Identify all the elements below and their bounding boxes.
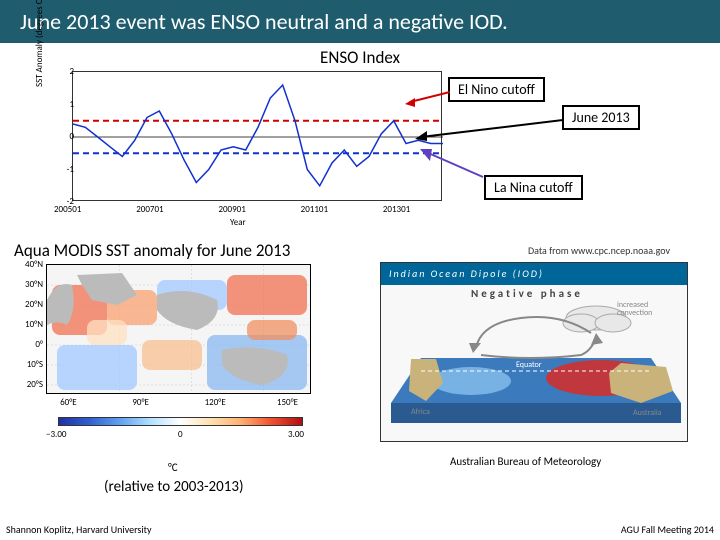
iod-conv-label: increased convection (617, 301, 652, 317)
map-lat-tick: 30°N (15, 279, 43, 290)
cb-unit: °C (168, 461, 178, 474)
relative-range: (relative to 2003-2013) (104, 478, 244, 496)
enso-ytick: 1 (54, 99, 74, 110)
enso-ylabel: SST Anomaly (degrees C) (34, 0, 45, 87)
enso-xtick: 200701 (136, 204, 163, 215)
elnino-label-box: El Nino cutoff (448, 77, 545, 102)
map-lon-tick: 60°E (60, 397, 77, 408)
june2013-label-box: June 2013 (562, 105, 640, 130)
lanina-arrow (418, 147, 488, 182)
modis-title: Aqua MODIS SST anomaly for June 2013 (14, 240, 290, 261)
map-lon-tick: 90°E (132, 397, 149, 408)
june2013-arrow (415, 117, 563, 142)
map-lat-tick: 10°N (15, 319, 43, 330)
lanina-label-box: La Nina cutoff (484, 175, 583, 200)
enso-xtick: 201301 (383, 204, 410, 215)
slide-title: June 2013 event was ENSO neutral and a n… (0, 0, 720, 43)
footer-author: Shannon Koplitz, Harvard University (6, 523, 152, 536)
map-lat-tick: 0° (15, 339, 43, 350)
iod-eq-label: Equator (516, 360, 542, 370)
sst-map-panel: 40°N30°N20°N10°N0°10°S20°S 60°E90°E120°E… (18, 264, 318, 429)
cb-max: 3.00 (288, 429, 304, 440)
enso-xtick: 200901 (218, 204, 245, 215)
enso-ytick: 2 (54, 66, 74, 77)
map-lon-tick: 150°E (277, 397, 298, 408)
map-lat-tick: 20°S (15, 379, 43, 390)
elnino-arrow (405, 87, 450, 107)
enso-xtick: 200501 (54, 204, 81, 215)
enso-ytick: -1 (54, 164, 74, 175)
iod-diagram: Indian Ocean Dipole (IOD) Negative phase (380, 262, 688, 442)
data-credit: Data from www.cpc.ncep.noaa.gov (528, 244, 670, 257)
iod-panel: Indian Ocean Dipole (IOD) Negative phase (380, 262, 690, 462)
enso-section: ENSO Index SST Anomaly (degrees C) -2-10… (0, 47, 720, 232)
sst-map (46, 264, 311, 394)
iod-credit: Australian Bureau of Meteorology (450, 455, 601, 468)
enso-chart (72, 71, 442, 201)
enso-xtick: 201101 (301, 204, 328, 215)
sst-colorbar (58, 417, 303, 426)
map-lat-tick: 20°N (15, 299, 43, 310)
cb-min: −3.00 (46, 429, 66, 440)
iod-africa-label: Africa (411, 407, 430, 417)
map-lat-tick: 10°S (15, 359, 43, 370)
cb-mid: 0 (178, 429, 183, 440)
enso-chart-title: ENSO Index (0, 47, 720, 68)
enso-xlabel: Year (230, 217, 246, 228)
iod-aus-label: Australia (633, 408, 662, 418)
map-lon-tick: 120°E (205, 397, 226, 408)
enso-ytick: 0 (54, 131, 74, 142)
map-lat-tick: 40°N (15, 259, 43, 270)
footer-conference: AGU Fall Meeting 2014 (621, 523, 714, 536)
